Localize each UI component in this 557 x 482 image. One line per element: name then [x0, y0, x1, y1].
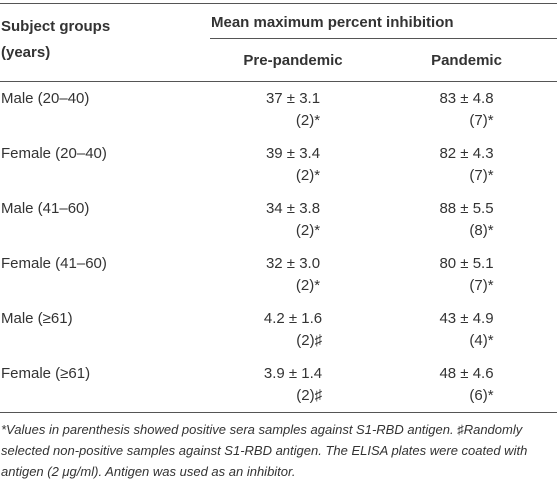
value-cell: 34 ± 3.8 (2)* [210, 192, 375, 247]
value-cell: 43 ± 4.9 (4)* [375, 302, 557, 357]
value-cell: 3.9 ± 1.4 (2)♯ [210, 357, 375, 413]
group-header: Subject groups (years) [0, 4, 210, 82]
sample-note: (2)* [295, 222, 321, 239]
value-box: 88 ± 5.5 (8)* [439, 198, 493, 242]
sample-note: (2)* [295, 167, 321, 184]
value-box: 80 ± 5.1 (7)* [439, 253, 493, 297]
value-text: 34 ± 3.8 [265, 200, 321, 217]
table-row: Male (41–60) 34 ± 3.8 (2)* 88 ± 5.5 (8)* [0, 192, 557, 247]
value-box: 3.9 ± 1.4 (2)♯ [264, 363, 322, 407]
sample-note: (7)* [469, 167, 494, 184]
value-cell: 37 ± 3.1 (2)* [210, 82, 375, 138]
value-text: 37 ± 3.1 [265, 90, 321, 107]
sample-note: (6)* [469, 387, 494, 404]
value-box: 83 ± 4.8 (7)* [439, 88, 493, 132]
sample-note: (2)♯ [296, 332, 323, 349]
table-row: Female (41–60) 32 ± 3.0 (2)* 80 ± 5.1 (7)* [0, 247, 557, 302]
value-text: 82 ± 4.3 [439, 145, 494, 162]
group-cell: Female (≥61) [1, 365, 91, 382]
value-cell: 32 ± 3.0 (2)* [210, 247, 375, 302]
measure-header: Mean maximum percent inhibition [210, 3, 557, 39]
value-box: 34 ± 3.8 (2)* [266, 198, 320, 242]
value-cell: 39 ± 3.4 (2)* [210, 137, 375, 192]
group-cell: Male (≥61) [1, 310, 73, 327]
value-text: 48 ± 4.6 [439, 365, 494, 382]
sample-note: (7)* [469, 277, 494, 294]
value-box: 32 ± 3.0 (2)* [266, 253, 320, 297]
table-row: Female (≥61) 3.9 ± 1.4 (2)♯ 48 ± 4.6 (6)* [0, 357, 557, 413]
value-text: 83 ± 4.8 [439, 90, 494, 107]
group-cell: Female (41–60) [1, 255, 107, 272]
sample-note: (2)♯ [296, 387, 323, 404]
column-header: Pandemic [431, 52, 502, 69]
value-cell: 48 ± 4.6 (6)* [375, 357, 557, 413]
value-box: 82 ± 4.3 (7)* [439, 143, 493, 187]
value-text: 32 ± 3.0 [265, 255, 321, 272]
value-box: 4.2 ± 1.6 (2)♯ [264, 308, 322, 352]
value-cell: 4.2 ± 1.6 (2)♯ [210, 302, 375, 357]
value-text: 4.2 ± 1.6 [263, 310, 323, 327]
group-cell: Male (41–60) [1, 200, 90, 217]
sample-note: (2)* [295, 112, 321, 129]
value-box: 43 ± 4.9 (4)* [439, 308, 493, 352]
table-body: Male (20–40) 37 ± 3.1 (2)* 83 ± 4.8 (7)* Fema… [0, 81, 557, 413]
column-header: Pre-pandemic [243, 52, 343, 69]
value-cell: 80 ± 5.1 (7)* [375, 247, 557, 302]
value-box: 39 ± 3.4 (2)* [266, 143, 320, 187]
value-box: 37 ± 3.1 (2)* [266, 88, 320, 132]
value-text: 80 ± 5.1 [439, 255, 494, 272]
value-text: 88 ± 5.5 [439, 200, 494, 217]
table-row: Female (20–40) 39 ± 3.4 (2)* 82 ± 4.3 (7)* [0, 137, 557, 192]
sample-note: (2)* [295, 277, 321, 294]
value-text: 39 ± 3.4 [265, 145, 321, 162]
group-header-text: Subject groups (years) [1, 18, 111, 61]
footnote: *Values in parenthesis showed positive s… [1, 422, 528, 479]
group-cell: Female (20–40) [1, 145, 107, 162]
value-cell: 88 ± 5.5 (8)* [375, 192, 557, 247]
value-cell: 82 ± 4.3 (7)* [375, 137, 557, 192]
value-cell: 83 ± 4.8 (7)* [375, 82, 557, 138]
sample-note: (7)* [469, 112, 494, 129]
sample-note: (8)* [469, 222, 494, 239]
data-table: Subject groups (years) Mean maximum perc… [0, 3, 557, 413]
value-text: 3.9 ± 1.4 [263, 365, 323, 382]
value-text: 43 ± 4.9 [439, 310, 494, 327]
group-cell: Male (20–40) [1, 90, 90, 107]
table-row: Male (20–40) 37 ± 3.1 (2)* 83 ± 4.8 (7)* [0, 82, 557, 138]
sample-note: (4)* [469, 332, 494, 349]
value-box: 48 ± 4.6 (6)* [439, 363, 493, 407]
table-row: Male (≥61) 4.2 ± 1.6 (2)♯ 43 ± 4.9 (4)* [0, 302, 557, 357]
